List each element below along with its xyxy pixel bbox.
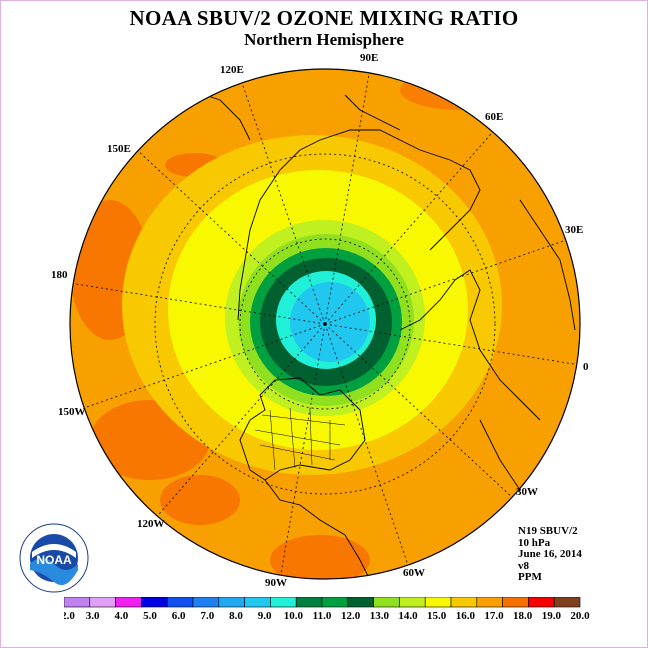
instrument-text: N19 SBUV/2 bbox=[518, 525, 578, 537]
colorbar-swatch bbox=[424, 597, 452, 608]
state-borders bbox=[254, 407, 346, 471]
lon-label-0: 0 bbox=[583, 361, 589, 373]
map-boundary bbox=[69, 68, 581, 580]
lon-label-60w: 60W bbox=[403, 567, 425, 579]
colorbar-swatch bbox=[321, 597, 349, 608]
colorbar-swatch bbox=[166, 597, 194, 608]
colorbar-swatches bbox=[64, 597, 581, 608]
colorbar-swatch bbox=[476, 597, 503, 608]
colorbar-tick-label: 14.0 bbox=[398, 610, 418, 622]
colorbar-tick-label: 7.0 bbox=[200, 610, 214, 622]
colorbar-swatch bbox=[347, 597, 374, 608]
colorbar-tick-label: 15.0 bbox=[427, 610, 447, 622]
date-text: June 16, 2014 bbox=[518, 548, 582, 560]
colorbar-tick-label: 12.0 bbox=[341, 610, 361, 622]
units-text: PPM bbox=[518, 571, 542, 583]
version-text: v8 bbox=[518, 559, 529, 572]
colorbar-tick-label: 8.0 bbox=[229, 610, 243, 622]
colorbar-tick-label: 11.0 bbox=[313, 610, 332, 622]
colorbar-swatch bbox=[64, 597, 91, 608]
level-text: 10 hPa bbox=[518, 536, 551, 549]
lon-label-90e: 90E bbox=[360, 52, 378, 64]
colorbar-ticks: 2.0 3.0 4.0 5.0 6.0 7.0 8.0 9.0 10.0 11.0 12.0 13.0… bbox=[64, 610, 590, 622]
lon-label-120w: 120W bbox=[137, 518, 165, 530]
colorbar-swatch bbox=[553, 597, 581, 608]
colorbar-swatch bbox=[141, 597, 168, 608]
map-subtitle: Northern Hemisphere bbox=[244, 30, 404, 49]
map-title: NOAA SBUV/2 OZONE MIXING RATIO bbox=[129, 6, 519, 30]
info-panel: N19 SBUV/2 10 hPa June 16, 2014 v8 PPM bbox=[518, 525, 582, 584]
colorbar-tick-label: 10.0 bbox=[284, 610, 304, 622]
colorbar-swatch bbox=[502, 597, 529, 608]
colorbar-swatch bbox=[244, 597, 271, 608]
lon-label-30w: 30W bbox=[516, 486, 538, 498]
logo-text: NOAA bbox=[36, 553, 72, 567]
lon-label-180: 180 bbox=[51, 269, 68, 281]
lon-label-30e: 30E bbox=[565, 224, 583, 236]
noaa-logo: NOAA bbox=[19, 523, 89, 593]
graticule bbox=[70, 69, 580, 579]
lon-label-60e: 60E bbox=[485, 111, 503, 123]
colorbar-tick-label: 13.0 bbox=[370, 610, 390, 622]
colorbar-tick-label: 2.0 bbox=[64, 610, 75, 622]
colorbar-tick-label: 4.0 bbox=[114, 610, 128, 622]
colorbar-tick-label: 17.0 bbox=[484, 610, 504, 622]
colorbar-swatch bbox=[399, 597, 426, 608]
coastlines bbox=[189, 89, 576, 579]
colorbar-swatch bbox=[373, 597, 400, 608]
colorbar-tick-label: 5.0 bbox=[143, 610, 157, 622]
lon-label-120e: 120E bbox=[220, 64, 244, 76]
colorbar-tick-label: 18.0 bbox=[513, 610, 533, 622]
lon-label-150w: 150W bbox=[58, 406, 86, 418]
colorbar-swatch bbox=[295, 597, 323, 608]
colorbar-swatch bbox=[192, 597, 220, 608]
colorbar-tick-label: 16.0 bbox=[456, 610, 476, 622]
colorbar-swatch bbox=[270, 597, 297, 608]
lon-label-90w: 90W bbox=[265, 577, 287, 589]
colorbar-swatch bbox=[218, 597, 245, 608]
colorbar: 2.0 3.0 4.0 5.0 6.0 7.0 8.0 9.0 10.0 11.0 12.0 13.0… bbox=[64, 597, 590, 622]
colorbar-swatch bbox=[115, 597, 142, 608]
colorbar-swatch bbox=[450, 597, 478, 608]
colorbar-tick-label: 19.0 bbox=[542, 610, 562, 622]
colorbar-tick-label: 6.0 bbox=[172, 610, 186, 622]
colorbar-tick-label: 20.0 bbox=[570, 610, 590, 622]
colorbar-swatch bbox=[528, 597, 555, 608]
colorbar-tick-label: 3.0 bbox=[86, 610, 100, 622]
lon-label-150e: 150E bbox=[107, 143, 131, 155]
colorbar-tick-label: 9.0 bbox=[258, 610, 272, 622]
colorbar-swatch bbox=[89, 597, 116, 608]
